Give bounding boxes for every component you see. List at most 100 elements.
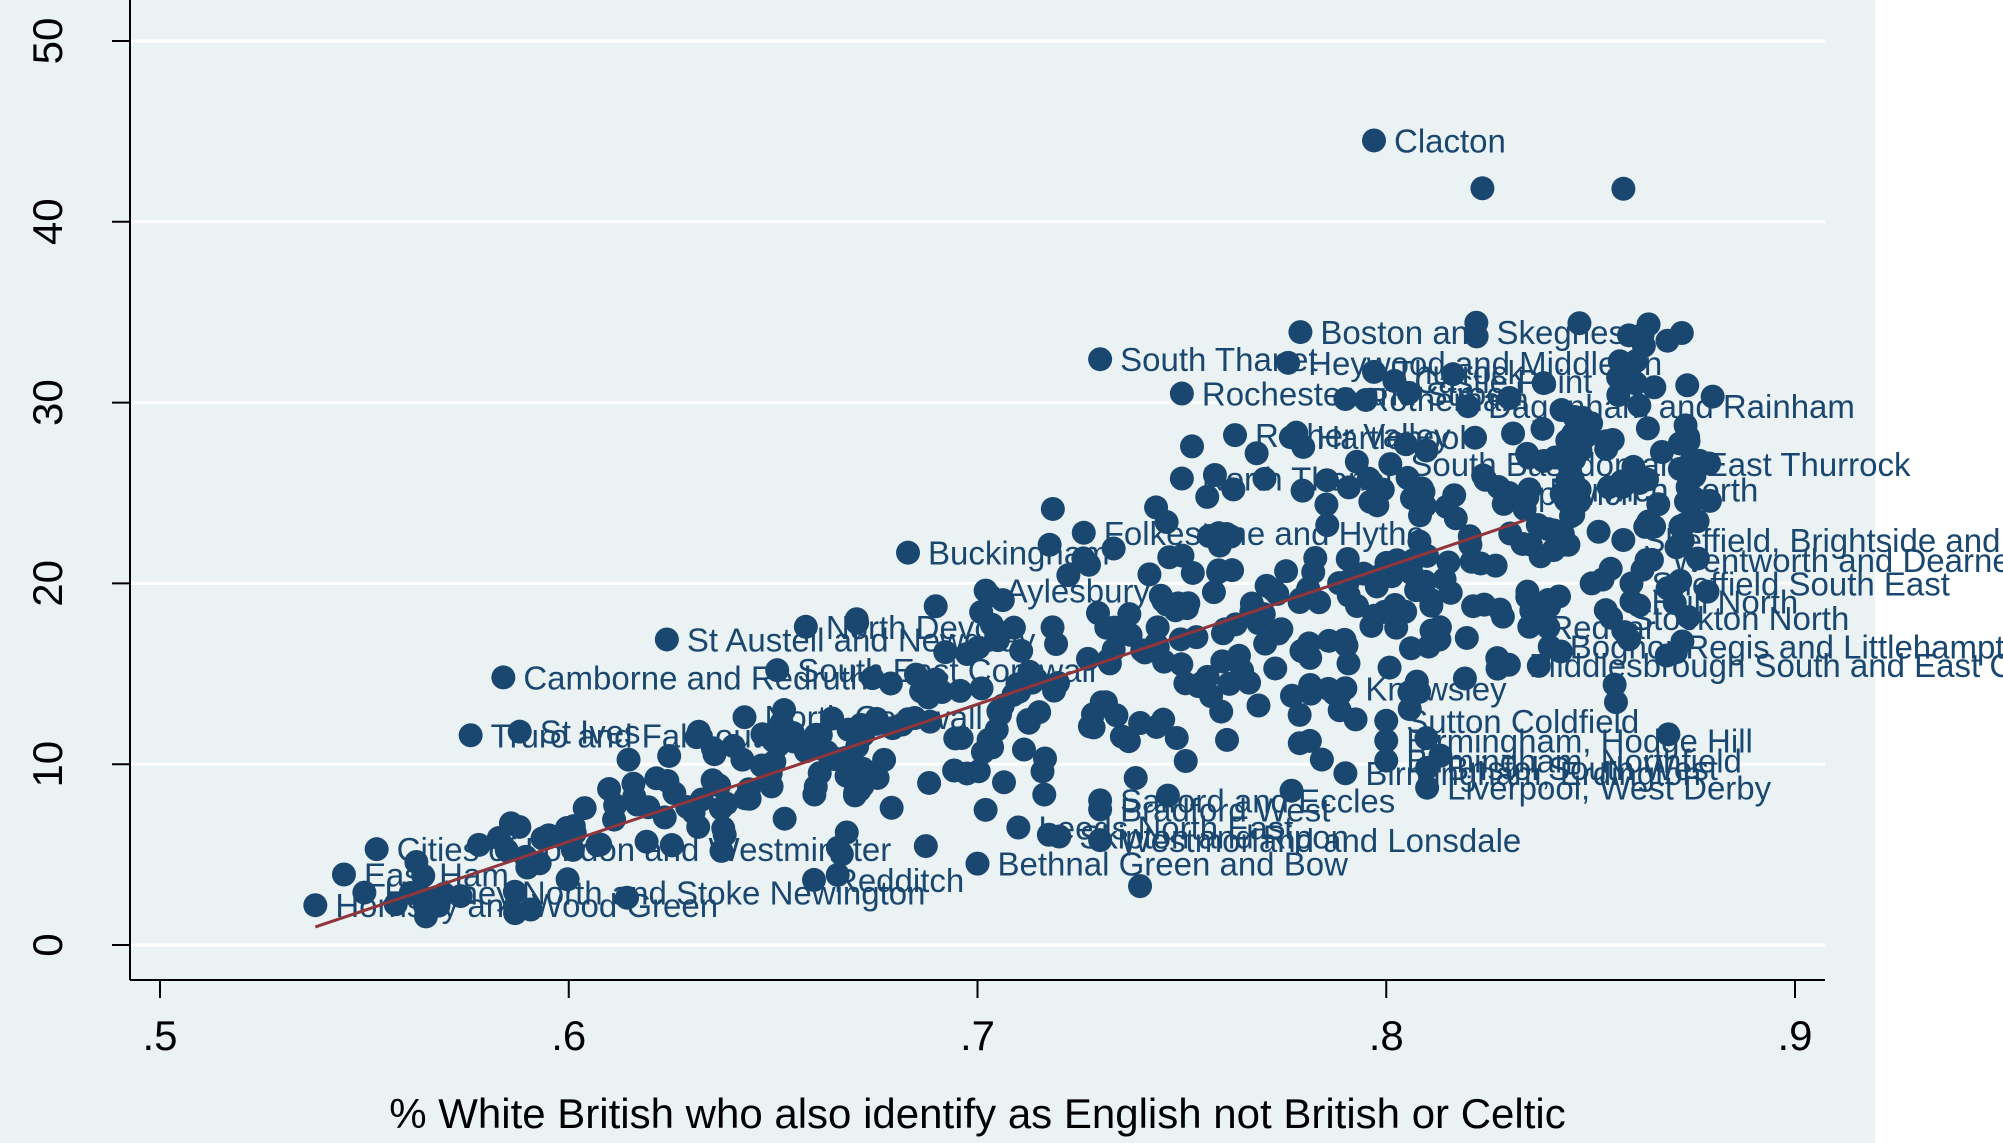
data-point bbox=[1594, 429, 1619, 454]
data-point bbox=[1316, 676, 1341, 701]
data-point bbox=[1635, 416, 1660, 441]
data-point bbox=[1567, 311, 1592, 336]
point-label: Birmingham, Erdington bbox=[1365, 755, 1701, 792]
data-point bbox=[1635, 467, 1660, 492]
data-point bbox=[1327, 698, 1352, 723]
data-point bbox=[712, 822, 737, 847]
data-point bbox=[1252, 466, 1277, 491]
data-point bbox=[1670, 629, 1695, 654]
point-label: Norwich North bbox=[1549, 471, 1758, 508]
data-point bbox=[913, 834, 938, 859]
data-point bbox=[1287, 731, 1312, 756]
data-point bbox=[1407, 529, 1432, 554]
data-point bbox=[1333, 676, 1358, 701]
data-point bbox=[954, 761, 979, 786]
point-label: South Basildon and East Thurrock bbox=[1410, 446, 1911, 483]
data-point bbox=[1419, 593, 1444, 618]
data-point bbox=[1606, 382, 1631, 407]
point-label: Stockton North bbox=[1631, 600, 1849, 637]
data-point bbox=[1344, 449, 1369, 474]
point-label: Sutton Coldfield bbox=[1406, 703, 1639, 740]
data-point bbox=[1137, 562, 1162, 587]
data-point bbox=[765, 658, 790, 683]
data-point bbox=[1603, 690, 1628, 715]
data-point bbox=[1336, 475, 1361, 500]
y-tick-label: 30 bbox=[24, 379, 71, 426]
point-label: Skipton and Ripon bbox=[1079, 819, 1349, 856]
y-tick-label: 10 bbox=[24, 741, 71, 788]
data-point bbox=[1411, 479, 1436, 504]
data-point bbox=[1361, 128, 1386, 153]
data-point bbox=[714, 791, 739, 816]
data-point bbox=[1056, 563, 1081, 588]
data-point bbox=[1223, 423, 1248, 448]
data-point bbox=[1315, 513, 1340, 538]
point-label: Heywood and Middleton bbox=[1308, 345, 1662, 382]
data-point bbox=[1590, 567, 1615, 592]
data-point bbox=[1290, 478, 1315, 503]
data-point bbox=[1123, 765, 1148, 790]
point-label: Hackney North and Stoke Newington bbox=[384, 875, 925, 912]
data-point bbox=[466, 832, 491, 857]
data-point bbox=[1199, 684, 1224, 709]
data-point bbox=[1307, 590, 1332, 615]
y-tick-label: 0 bbox=[24, 933, 71, 956]
data-point bbox=[1676, 424, 1701, 449]
point-label: Redditch bbox=[834, 862, 964, 899]
data-point bbox=[1554, 488, 1579, 513]
data-point bbox=[1118, 622, 1143, 647]
data-point bbox=[1393, 599, 1418, 624]
data-point bbox=[1180, 560, 1205, 585]
data-point bbox=[1483, 553, 1508, 578]
data-point bbox=[1164, 725, 1189, 750]
data-point bbox=[1397, 680, 1422, 705]
data-point bbox=[303, 893, 328, 918]
point-label: South Thanet bbox=[1120, 341, 1318, 378]
data-point bbox=[1365, 493, 1390, 518]
data-point bbox=[352, 880, 377, 905]
data-point bbox=[1254, 573, 1279, 598]
data-point bbox=[933, 640, 958, 665]
data-point bbox=[844, 607, 869, 632]
data-point bbox=[1314, 468, 1339, 493]
point-label: Knowsley bbox=[1365, 670, 1507, 707]
data-point bbox=[1397, 697, 1422, 722]
point-label: Redcar bbox=[1549, 609, 1655, 646]
data-point bbox=[1408, 503, 1433, 528]
point-label: Cities of London and Westminster bbox=[397, 831, 892, 868]
data-point bbox=[1221, 477, 1246, 502]
data-point bbox=[793, 614, 818, 639]
data-point bbox=[896, 540, 921, 565]
data-point bbox=[1202, 463, 1227, 488]
point-label: Westmorland and Lonsdale bbox=[1120, 822, 1521, 859]
data-point bbox=[1276, 350, 1301, 375]
point-label: St Austell and Newquay bbox=[687, 621, 1036, 658]
data-point bbox=[1606, 365, 1631, 390]
point-label: South East Cornwall bbox=[797, 652, 1096, 689]
data-point bbox=[1685, 546, 1710, 571]
point-label: Rotherham bbox=[1365, 381, 1528, 418]
data-point bbox=[1496, 652, 1521, 677]
point-label: Camborne and Redruth bbox=[523, 659, 868, 696]
data-point bbox=[1526, 653, 1551, 678]
data-point bbox=[923, 667, 948, 692]
data-point bbox=[1464, 324, 1489, 349]
point-label: North Thanet bbox=[1202, 461, 1394, 498]
data-point bbox=[1633, 514, 1658, 539]
data-point bbox=[1611, 176, 1636, 201]
data-point bbox=[1088, 347, 1113, 372]
point-label: Hull North bbox=[1652, 583, 1799, 620]
data-point bbox=[1562, 404, 1587, 429]
data-point bbox=[1378, 452, 1403, 477]
data-point bbox=[1362, 603, 1387, 628]
data-point bbox=[1517, 614, 1542, 639]
data-point bbox=[1586, 519, 1611, 544]
data-point bbox=[1016, 707, 1041, 732]
data-point bbox=[973, 578, 998, 603]
data-point bbox=[948, 678, 973, 703]
data-point bbox=[572, 796, 597, 821]
data-point bbox=[555, 867, 580, 892]
data-point bbox=[502, 879, 527, 904]
data-point bbox=[1501, 421, 1526, 446]
data-point bbox=[955, 641, 980, 666]
